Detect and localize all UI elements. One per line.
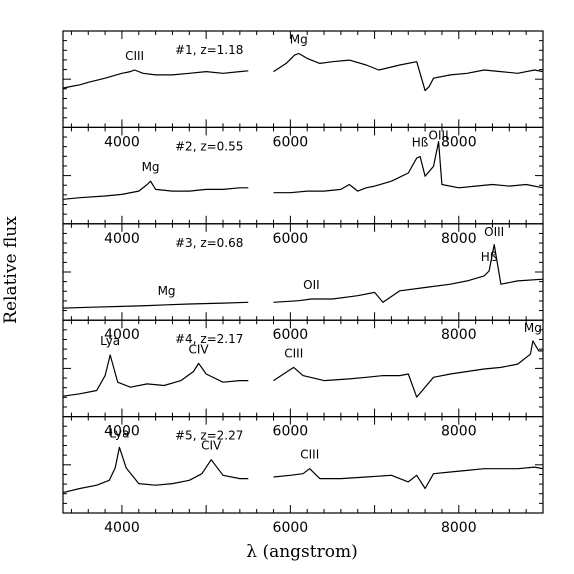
spectrum-line-blue bbox=[62, 180, 249, 200]
x-tick-label: 8000 bbox=[441, 424, 477, 440]
x-tick-label: 8000 bbox=[441, 231, 477, 247]
spectrum-line-blue bbox=[62, 301, 249, 309]
spectrum-line-red bbox=[273, 141, 544, 194]
spectrum-line-blue bbox=[62, 69, 249, 89]
x-tick-label: 6000 bbox=[273, 327, 309, 343]
feature-label: CIV bbox=[201, 439, 222, 453]
spectrum-line-blue bbox=[62, 446, 249, 494]
x-tick-label: 4000 bbox=[104, 424, 140, 440]
panel-label: #4, z=2.17 bbox=[175, 332, 243, 346]
feature-label: Lya bbox=[109, 426, 129, 440]
feature-label: Lya bbox=[100, 334, 120, 348]
feature-label: OIII bbox=[484, 225, 504, 239]
spectrum-line-red bbox=[273, 466, 544, 490]
panel-3: 4000 6000 8000 #3, z=0.68 Mg OII Hß OIII bbox=[62, 223, 544, 343]
panel-1: 4000 6000 8000 #1, z=1.18 CIII Mg bbox=[62, 30, 544, 150]
feature-label: Hß bbox=[481, 250, 498, 264]
feature-label: OII bbox=[303, 278, 320, 292]
x-tick-label: 6000 bbox=[273, 520, 309, 536]
x-tick-label: 4000 bbox=[104, 134, 140, 150]
x-tick-label: 8000 bbox=[441, 520, 477, 536]
spectrum-line-red bbox=[273, 244, 544, 303]
x-tick-label: 6000 bbox=[273, 231, 309, 247]
x-tick-label: 6000 bbox=[273, 134, 309, 150]
x-tick-label: 8000 bbox=[441, 327, 477, 343]
x-tick-label: 4000 bbox=[104, 231, 140, 247]
feature-label: CIII bbox=[300, 448, 319, 462]
x-tick-label: 6000 bbox=[273, 424, 309, 440]
x-axis-title: λ (angstrom) bbox=[246, 542, 357, 562]
y-axis-title: Relative flux bbox=[1, 216, 21, 324]
feature-label: Mg bbox=[290, 32, 308, 46]
panel-label: #2, z=0.55 bbox=[175, 139, 243, 153]
spectrum-line-red bbox=[273, 340, 543, 398]
x-tick-label: 8000 bbox=[441, 134, 477, 150]
feature-label: OIII bbox=[429, 128, 449, 142]
feature-label: CIV bbox=[189, 342, 210, 356]
x-tick-label: 4000 bbox=[104, 327, 140, 343]
panel-4: 4000 6000 8000 #4, z=2.17 Lya CIV CIII Mg bbox=[62, 319, 544, 440]
feature-label: Mg bbox=[158, 284, 176, 298]
feature-label: CIII bbox=[125, 49, 144, 63]
spectrum-line-red bbox=[273, 52, 544, 92]
panel-label: #5, z=2.27 bbox=[175, 429, 243, 443]
feature-label: Mg bbox=[142, 160, 160, 174]
spectrum-line-blue bbox=[62, 354, 249, 397]
feature-label: Hß bbox=[412, 135, 429, 149]
feature-label: Mg bbox=[524, 321, 542, 335]
x-tick-label: 4000 bbox=[104, 520, 140, 536]
panel-label: #3, z=0.68 bbox=[175, 236, 243, 250]
panel-5: 4000 6000 8000 #5, z=2.27 Lya CIV CIII bbox=[62, 416, 544, 536]
feature-label: CIII bbox=[284, 346, 303, 360]
panel-label: #1, z=1.18 bbox=[175, 43, 243, 57]
